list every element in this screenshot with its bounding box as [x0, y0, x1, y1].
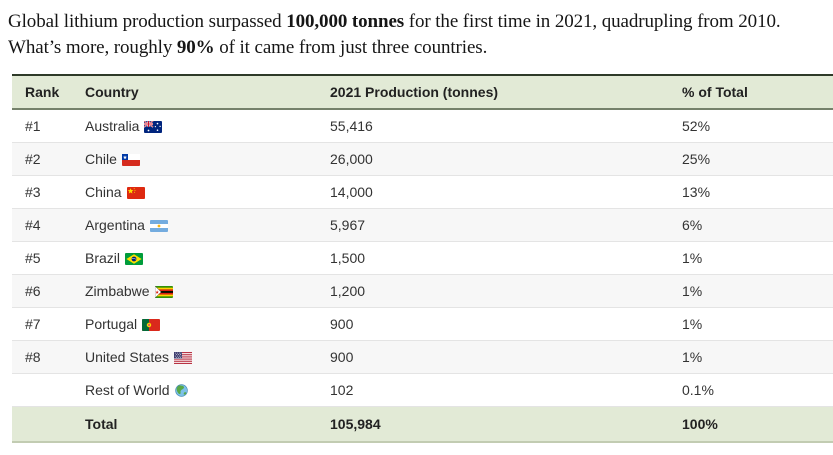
country-cell: Chile	[72, 142, 317, 176]
table-header: Rank Country 2021 Production (tonnes) % …	[12, 74, 833, 110]
country-cell: Australia	[72, 108, 317, 143]
country-name: Australia	[85, 117, 140, 134]
production-cell: 26,000	[317, 142, 669, 176]
rank-cell: #3	[12, 175, 72, 209]
country-name: United States	[85, 348, 170, 365]
column-header-production: 2021 Production (tonnes)	[317, 74, 669, 110]
column-header-percent: % of Total	[669, 74, 833, 110]
lithium-production-table: Rank Country 2021 Production (tonnes) % …	[12, 73, 833, 443]
country-name: China	[85, 183, 122, 200]
table-body: #1 Australia 55,416 52% #2 Chile 26,000 …	[12, 108, 833, 407]
total-row: Total 105,984 100%	[12, 406, 833, 443]
flag-usa-icon	[174, 351, 193, 364]
flag-argentina-icon	[149, 219, 168, 232]
rank-cell: #4	[12, 208, 72, 242]
intro-text: for the first time in 2021, quadrupling …	[8, 11, 781, 58]
intro-paragraph: Global lithium production surpassed 100,…	[8, 9, 823, 61]
column-header-rank: Rank	[12, 74, 72, 110]
percent-cell: 6%	[669, 208, 833, 242]
production-cell: 102	[317, 373, 669, 407]
country-cell: Zimbabwe	[72, 274, 317, 308]
rank-cell: #1	[12, 108, 72, 143]
production-cell: 1,200	[317, 274, 669, 308]
country-name: Brazil	[85, 249, 121, 266]
country-name: Argentina	[85, 216, 145, 233]
total-label-cell: Total	[72, 406, 317, 443]
percent-cell: 1%	[669, 307, 833, 341]
rank-cell: #5	[12, 241, 72, 275]
country-cell: Argentina	[72, 208, 317, 242]
production-cell: 900	[317, 307, 669, 341]
flag-australia-icon	[144, 120, 163, 133]
country-name: Portugal	[85, 315, 138, 332]
flag-brazil-icon	[125, 252, 144, 265]
production-cell: 1,500	[317, 241, 669, 275]
intro-bold-text: 100,000 tonnes	[286, 11, 405, 32]
country-name: Chile	[85, 150, 117, 167]
intro-text: of it came from just three countries.	[214, 36, 488, 58]
flag-china-icon	[126, 186, 145, 199]
percent-cell: 1%	[669, 241, 833, 275]
intro-text: Global lithium production surpassed	[8, 11, 287, 32]
globe-icon	[174, 383, 188, 397]
table-row: #4 Argentina 5,967 6%	[12, 208, 833, 242]
flag-portugal-icon	[142, 318, 161, 331]
table-row: #5 Brazil 1,500 1%	[12, 241, 833, 275]
percent-cell: 52%	[669, 108, 833, 143]
production-cell: 55,416	[317, 108, 669, 143]
flag-chile-icon	[121, 153, 140, 166]
percent-cell: 0.1%	[669, 373, 833, 407]
country-cell: Portugal	[72, 307, 317, 341]
country-cell: Rest of World	[72, 373, 317, 407]
percent-cell: 13%	[669, 175, 833, 209]
table-row: #6 Zimbabwe 1,200 1%	[12, 274, 833, 308]
table-row: #3 China 14,000 13%	[12, 175, 833, 209]
production-cell: 900	[317, 340, 669, 374]
flag-zimbabwe-icon	[154, 285, 173, 298]
total-production-cell: 105,984	[317, 406, 669, 443]
table-row: #8 United States 900 1%	[12, 340, 833, 374]
rank-cell: #7	[12, 307, 72, 341]
production-cell: 5,967	[317, 208, 669, 242]
table-row: Rest of World 102 0.1%	[12, 373, 833, 407]
rank-cell: #8	[12, 340, 72, 374]
percent-cell: 25%	[669, 142, 833, 176]
country-cell: United States	[72, 340, 317, 374]
country-name: Zimbabwe	[85, 282, 150, 299]
country-name: Rest of World	[85, 381, 170, 398]
country-cell: China	[72, 175, 317, 209]
production-cell: 14,000	[317, 175, 669, 209]
intro-bold-text: 90%	[176, 36, 215, 58]
percent-cell: 1%	[669, 340, 833, 374]
rank-cell	[12, 373, 72, 407]
percent-cell: 1%	[669, 274, 833, 308]
total-percent-cell: 100%	[669, 406, 833, 443]
column-header-country: Country	[72, 74, 317, 110]
total-rank-cell	[12, 406, 72, 443]
rank-cell: #2	[12, 142, 72, 176]
table-row: #2 Chile 26,000 25%	[12, 142, 833, 176]
table-row: #1 Australia 55,416 52%	[12, 108, 833, 143]
rank-cell: #6	[12, 274, 72, 308]
header-row: Rank Country 2021 Production (tonnes) % …	[12, 74, 833, 110]
table-footer: Total 105,984 100%	[12, 406, 833, 443]
table-row: #7 Portugal 900 1%	[12, 307, 833, 341]
country-cell: Brazil	[72, 241, 317, 275]
